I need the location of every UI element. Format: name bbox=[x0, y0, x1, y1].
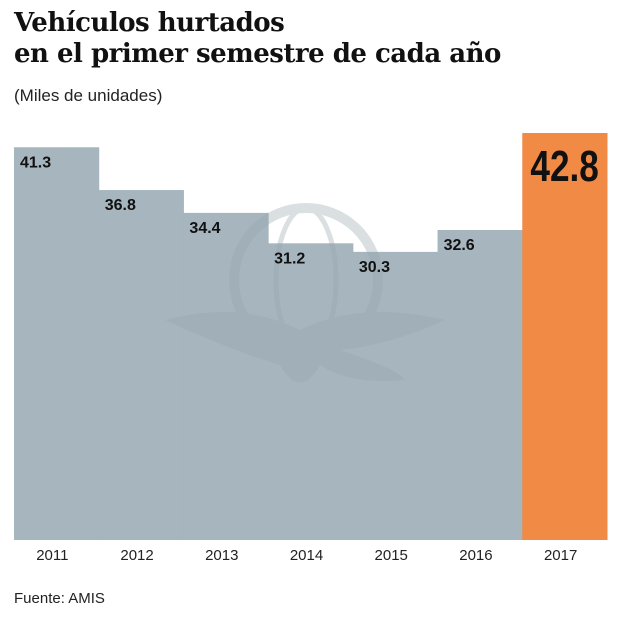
bar-2012 bbox=[98, 190, 184, 540]
data-label-2012: 36.8 bbox=[105, 197, 136, 214]
x-tick-2012: 2012 bbox=[120, 547, 153, 564]
bar-2013 bbox=[183, 212, 269, 540]
watermark-logo bbox=[165, 203, 445, 383]
x-tick-2016: 2016 bbox=[459, 547, 492, 564]
source-note: Fuente: AMIS bbox=[14, 590, 105, 607]
bar-2011 bbox=[14, 147, 100, 540]
bars bbox=[14, 133, 608, 540]
chart-title: Vehículos hurtados en el primer semestre… bbox=[14, 8, 501, 70]
data-label-2016: 32.6 bbox=[444, 237, 475, 254]
title-line-2: en el primer semestre de cada año bbox=[14, 39, 501, 69]
bar-2014 bbox=[268, 243, 354, 540]
data-label-2014: 31.2 bbox=[274, 250, 305, 267]
title-line-1: Vehículos hurtados bbox=[14, 8, 285, 38]
x-tick-2011: 2011 bbox=[36, 547, 68, 564]
chart-subtitle: (Miles de unidades) bbox=[14, 86, 163, 105]
bar-2017 bbox=[522, 133, 608, 540]
data-label-2013: 34.4 bbox=[189, 220, 220, 237]
x-tick-2015: 2015 bbox=[375, 547, 408, 564]
data-label-2015: 30.3 bbox=[359, 259, 390, 276]
bar-2016 bbox=[437, 229, 523, 540]
x-tick-2013: 2013 bbox=[205, 547, 238, 564]
data-label-2011: 41.3 bbox=[20, 154, 51, 171]
x-tick-2017: 2017 bbox=[544, 547, 577, 564]
data-label-2017: 42.8 bbox=[530, 142, 598, 191]
bar-2015 bbox=[352, 251, 439, 540]
x-tick-2014: 2014 bbox=[290, 547, 323, 564]
